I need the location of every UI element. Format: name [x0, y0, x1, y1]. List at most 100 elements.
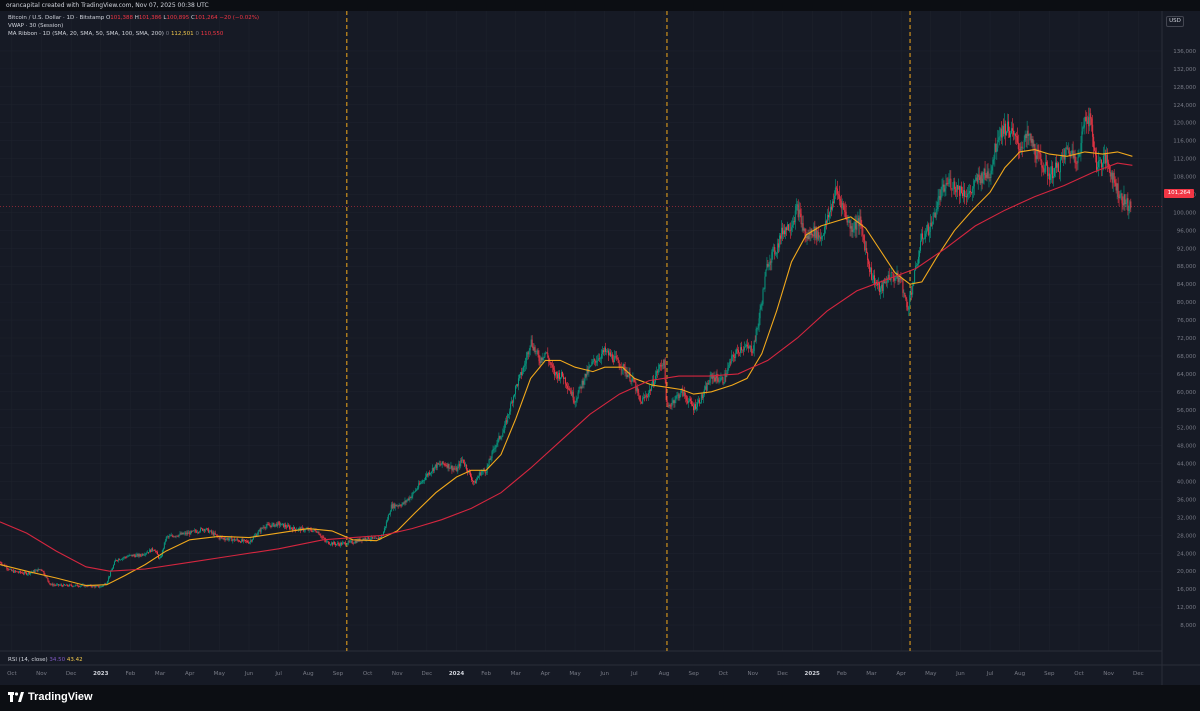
candle-body: [551, 364, 553, 366]
legend-vwap-row[interactable]: VWAP · 30 (Session): [8, 23, 63, 29]
candle-body: [650, 385, 652, 391]
candle-body: [174, 536, 176, 538]
candle-body: [162, 548, 164, 551]
candle-body: [680, 390, 682, 396]
candle-body: [504, 424, 506, 431]
y-tick-label: 92,000: [1177, 246, 1197, 252]
candle-body: [917, 263, 919, 266]
candle-body: [918, 256, 920, 264]
candle-body: [273, 523, 275, 527]
candle-body: [76, 584, 78, 587]
candle-body: [803, 228, 805, 231]
y-tick-label: 8,000: [1180, 623, 1196, 629]
candle-body: [12, 570, 14, 572]
candle-body: [830, 207, 832, 210]
candle-body: [897, 272, 899, 282]
candle-body: [331, 542, 333, 545]
candle-body: [577, 392, 579, 399]
legend-symbol[interactable]: Bitcoin / U.S. Dollar · 1D · Bitstamp: [8, 15, 105, 21]
candle-body: [707, 383, 709, 385]
candle-body: [548, 357, 550, 362]
candle-body: [254, 534, 256, 536]
candle-body: [597, 360, 599, 362]
rsi-label[interactable]: RSI (14, close): [8, 657, 48, 663]
candle-body: [7, 568, 9, 570]
rsi-legend[interactable]: RSI (14, close) 34.50 43.42: [8, 657, 83, 663]
candle-body: [847, 220, 849, 223]
candle-body: [271, 524, 273, 527]
candle-body: [737, 349, 739, 351]
legend-symbol-row[interactable]: Bitcoin / U.S. Dollar · 1D · Bitstamp O1…: [8, 15, 259, 21]
candle-body: [798, 209, 800, 218]
candle-body: [27, 572, 29, 574]
candle-body: [889, 278, 891, 281]
ma-label[interactable]: MA Ribbon · 1D (SMA, 20, SMA, 50, SMA, 1…: [8, 31, 164, 37]
tradingview-logo[interactable]: TradingView: [8, 691, 93, 703]
candle-body: [900, 278, 902, 280]
candle-body: [855, 221, 857, 230]
candle-body: [826, 220, 828, 223]
candle-body: [928, 231, 930, 235]
candle-body: [536, 350, 538, 352]
candle-body: [901, 279, 903, 281]
candle-body: [691, 400, 693, 405]
candle-body: [864, 240, 866, 251]
candle-body: [512, 401, 514, 403]
candle-body: [1029, 133, 1031, 135]
candle-body: [1069, 153, 1071, 157]
candle-body: [979, 177, 981, 184]
candle-body: [960, 186, 962, 196]
candle-body: [1043, 168, 1045, 172]
y-tick-label: 64,000: [1177, 372, 1197, 378]
candle-body: [443, 463, 445, 465]
currency-button[interactable]: USD: [1166, 16, 1184, 27]
candle-body: [19, 571, 21, 573]
candle-body: [1118, 196, 1120, 198]
candle-body: [940, 189, 942, 200]
candle-body: [248, 542, 250, 544]
candle-body: [272, 523, 274, 525]
price-chart[interactable]: 8,000 12,000 16,000 20,000 24,000 28,000 32,00…: [0, 11, 1200, 685]
candle-body: [102, 585, 104, 587]
vwap-label[interactable]: VWAP · 30 (Session): [8, 23, 64, 29]
candle-body: [948, 179, 950, 184]
candle-body: [1060, 156, 1062, 160]
x-tick-label: Aug: [303, 671, 314, 677]
candle-body: [811, 229, 813, 236]
chart-frame[interactable]: 8,000 12,000 16,000 20,000 24,000 28,000 32,00…: [0, 11, 1200, 685]
candle-body: [105, 583, 107, 585]
y-tick-label: 96,000: [1177, 228, 1197, 234]
legend-ma-row[interactable]: MA Ribbon · 1D (SMA, 20, SMA, 50, SMA, 1…: [8, 31, 223, 37]
chart-caption: orancapital created with TradingView.com…: [6, 2, 209, 9]
candle-body: [267, 524, 269, 525]
candle-body: [898, 278, 900, 282]
candle-body: [1015, 136, 1017, 137]
candle-body: [233, 538, 235, 540]
candle-body: [575, 400, 577, 403]
candle-body: [561, 372, 563, 377]
candle-body: [227, 538, 229, 541]
candle-body: [1100, 159, 1102, 168]
candle-body: [74, 585, 76, 586]
candle-body: [188, 532, 190, 534]
candle-body: [1097, 167, 1099, 170]
candle-body: [445, 465, 447, 466]
candle-body: [971, 188, 973, 194]
candle-body: [491, 451, 493, 459]
candle-body: [555, 372, 557, 376]
candle-body: [997, 140, 999, 148]
candle-body: [922, 238, 924, 240]
candle-body: [939, 196, 941, 200]
candle-body: [256, 534, 258, 537]
candle-body: [1088, 117, 1090, 127]
candle-body: [856, 221, 858, 230]
high-label: H: [134, 15, 139, 21]
candle-body: [513, 396, 515, 403]
candle-body: [144, 554, 146, 556]
candle-body: [335, 543, 337, 545]
candle-body: [1054, 162, 1056, 169]
candle-body: [866, 248, 868, 254]
candle-body: [841, 202, 843, 209]
tradingview-logo-icon: [8, 692, 24, 702]
candle-body: [845, 211, 847, 218]
